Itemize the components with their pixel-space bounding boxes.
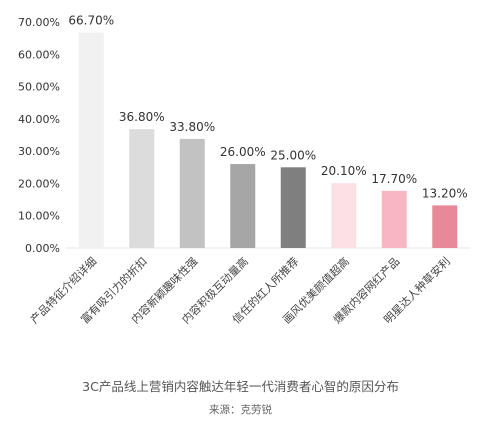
data-label: 13.20% <box>422 186 468 200</box>
y-tick-label: 30.00% <box>18 145 60 158</box>
data-label: 26.00% <box>220 145 266 159</box>
bar <box>179 138 205 248</box>
bar <box>331 183 357 248</box>
chart-title: 3C产品线上营销内容触达年轻一代消费者心智的原因分布 <box>82 379 399 394</box>
data-label: 17.70% <box>371 172 417 186</box>
bar <box>381 190 407 248</box>
y-tick-label: 50.00% <box>18 81 60 94</box>
y-tick-label: 70.00% <box>18 16 60 29</box>
data-label: 25.00% <box>270 148 316 162</box>
data-label: 36.80% <box>119 110 165 124</box>
y-tick-label: 0.00% <box>25 242 60 255</box>
data-label: 66.70% <box>68 14 114 28</box>
bar <box>78 32 104 249</box>
y-tick-label: 10.00% <box>18 210 60 223</box>
data-label: 33.80% <box>169 120 215 134</box>
y-tick-label: 20.00% <box>18 177 60 190</box>
bar <box>230 164 256 248</box>
bar <box>280 167 306 248</box>
y-tick-label: 60.00% <box>18 48 60 61</box>
data-label: 20.10% <box>321 164 367 178</box>
bar <box>129 129 155 248</box>
y-tick-label: 40.00% <box>18 113 60 126</box>
bar <box>432 205 458 248</box>
chart-source: 来源：克劳锐 <box>209 404 272 416</box>
